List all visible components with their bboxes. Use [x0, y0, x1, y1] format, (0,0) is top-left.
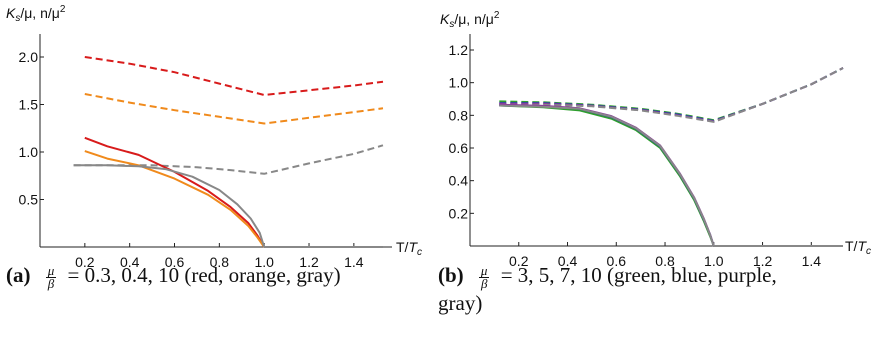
y-tick-label: 0.6: [449, 140, 469, 156]
x-tick-label: 0.4: [558, 253, 578, 269]
y-tick-label: 0.2: [449, 205, 469, 221]
y-tick-label: 0.4: [449, 173, 469, 189]
chart-panel-a: 0.2 0.4 0.6 0.8 1.0 1.2 1.4 0.5 1.0 1.5 2.0 Ks/μ, n…: [6, 4, 422, 270]
x-tick-label: 0.8: [210, 254, 230, 270]
caption-a-tag: (a): [6, 263, 31, 287]
dashed-series-line: [499, 67, 844, 122]
solid-series-line: [499, 104, 843, 247]
y-tick-label: 1.5: [19, 97, 39, 113]
y-tick-label: 1.0: [19, 144, 39, 160]
solid-series-line: [499, 104, 843, 247]
dashed-series-line: [499, 67, 844, 122]
y-axis-label: Ks/μ, n/μ2: [6, 4, 66, 24]
x-tick-label: 0.2: [75, 254, 95, 270]
y-tick-label: 0.8: [449, 107, 469, 123]
caption-a-frac-den: β: [47, 275, 55, 291]
caption-b-text-continued: gray): [438, 290, 483, 315]
solid-series-line: [499, 104, 843, 247]
x-axis-label: T/Tc: [845, 238, 871, 257]
caption-b-tag: (b): [438, 263, 464, 287]
x-tick-label: 1.4: [802, 253, 822, 269]
x-tick-label: 1.0: [704, 253, 724, 269]
dashed-series-line: [84, 56, 384, 96]
caption-b-frac-den: β: [480, 275, 488, 291]
chart-panel-b: 0.2 0.4 0.6 0.8 1.0 1.2 1.4 0.2 0.4 0.6 0.8 1.0 1.2 K…: [440, 10, 871, 269]
solid-series-line: [499, 103, 843, 247]
x-tick-label: 1.2: [753, 253, 773, 269]
dashed-series-line: [84, 93, 384, 125]
dashed-series-line: [499, 67, 844, 123]
caption-a-text: = 0.3, 0.4, 10 (red, orange, gray): [67, 263, 341, 287]
x-tick-label: 0.4: [120, 254, 140, 270]
y-tick-label: 2.0: [19, 49, 39, 65]
dashed-series-line: [499, 67, 844, 123]
x-tick-label: 0.2: [509, 253, 529, 269]
x-tick-label: 1.4: [344, 254, 364, 270]
x-tick-label: 0.6: [607, 253, 627, 269]
caption-b-frac-num: μ: [478, 262, 490, 278]
solid-series-line: [84, 150, 383, 248]
solid-series-line: [73, 164, 383, 248]
caption-b-text: = 3, 5, 7, 10 (green, blue, purple,: [500, 263, 777, 287]
x-tick-label: 1.0: [254, 254, 274, 270]
solid-series-line: [84, 136, 383, 248]
y-tick-label: 1.2: [449, 42, 469, 58]
x-tick-label: 0.8: [655, 253, 675, 269]
y-axis-label: Ks/μ, n/μ2: [440, 10, 500, 30]
x-axis-label: T/Tc: [396, 239, 422, 258]
x-tick-label: 1.2: [299, 254, 319, 270]
caption-a-frac-num: μ: [45, 262, 57, 278]
y-tick-label: 0.5: [19, 192, 39, 208]
y-tick-label: 1.0: [449, 75, 469, 91]
x-tick-label: 0.6: [165, 254, 185, 270]
